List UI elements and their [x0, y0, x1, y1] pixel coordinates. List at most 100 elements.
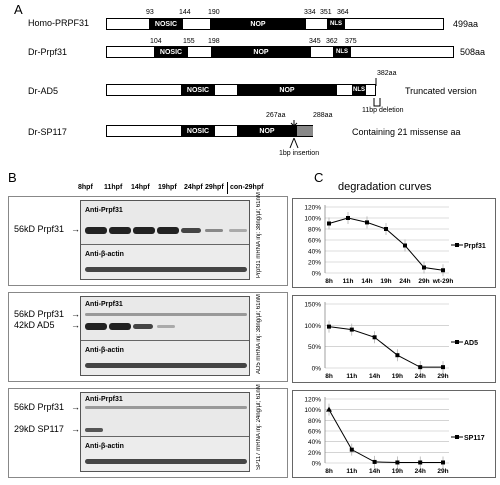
- aa-number: 288aa: [313, 112, 333, 119]
- arrow-icon: →: [71, 424, 80, 434]
- y-tick-label: 120%: [304, 205, 321, 212]
- legend-label: Prpf31: [464, 243, 486, 250]
- y-tick-label: 40%: [308, 439, 321, 446]
- data-point: [441, 365, 445, 370]
- aa-number: 155: [183, 38, 195, 45]
- construct-name: Dr-AD5: [28, 86, 59, 96]
- x-tick-label: 14h: [361, 278, 372, 285]
- mw-label: 56kD Prpf31: [14, 309, 65, 319]
- x-tick-label: 19h: [380, 278, 391, 285]
- arrow-icon: →: [71, 224, 80, 234]
- x-tick-label: 8h: [325, 468, 333, 475]
- construct-note: Containing 21 missense aa: [352, 127, 461, 137]
- nls-domain: NLS: [327, 19, 345, 29]
- aa-number: 93: [146, 9, 154, 16]
- aa-number: 267aa: [266, 112, 286, 119]
- construct-name: Homo-PRPF31: [28, 18, 90, 28]
- x-tick-label: 8h: [325, 373, 333, 380]
- data-point: [422, 265, 426, 270]
- nop-domain: NOP: [210, 19, 306, 29]
- x-tick-label: 14h: [369, 373, 380, 380]
- data-point: [403, 243, 407, 248]
- blot-frame: [8, 388, 288, 478]
- nosic-domain: NOSIC: [181, 126, 215, 136]
- x-tick-label: 24h: [415, 373, 426, 380]
- y-tick-label: 120%: [304, 397, 321, 404]
- data-point: [384, 227, 388, 231]
- aa-number: 198: [208, 38, 220, 45]
- lane-label: 14hpf: [131, 184, 150, 191]
- construct-end: 508aa: [460, 47, 486, 57]
- y-tick-label: 50%: [308, 344, 321, 351]
- legend-label: SP117: [464, 435, 485, 442]
- aa-number: 144: [179, 9, 191, 16]
- western-blot: Anti-Prpf31 Anti-β-actin: [80, 392, 250, 472]
- y-tick-label: 100%: [304, 216, 321, 223]
- data-point: [365, 220, 369, 225]
- aa-number: 345: [309, 38, 321, 45]
- nosic-domain: NOSIC: [154, 47, 188, 57]
- injection-note: Prpf31 mRNA inj: 38ng/μl; 61nM: [256, 192, 262, 278]
- panel-a-letter: A: [14, 2, 23, 17]
- y-tick-label: 0%: [312, 271, 322, 278]
- y-tick-label: 100%: [304, 407, 321, 414]
- construct-bar: NOSIC NOP: [106, 125, 313, 137]
- aa-number: 362: [326, 38, 338, 45]
- construct-bar: NOSIC NOP NLS: [106, 18, 444, 30]
- nop-domain: NOP: [237, 85, 337, 95]
- x-tick-label: 19h: [392, 373, 403, 380]
- data-point: [418, 365, 423, 370]
- construct-subnote: 1bp insertion: [279, 150, 320, 157]
- arrow-icon: →: [71, 402, 80, 412]
- y-tick-label: 100%: [304, 323, 321, 330]
- x-tick-label: 19h: [392, 468, 403, 475]
- series-line: [328, 326, 443, 368]
- lane-label: con-29hpf: [230, 184, 264, 191]
- antibody-label: Anti-β-actin: [85, 347, 124, 354]
- lane-label: 11hpf: [104, 184, 123, 191]
- antibody-label: Anti-β-actin: [85, 251, 124, 258]
- data-point: [418, 460, 423, 465]
- aa-number: 364: [337, 9, 349, 16]
- aa-number: 351: [320, 9, 332, 16]
- legend-marker: [455, 435, 459, 439]
- lane-divider: [227, 182, 228, 194]
- data-point: [349, 327, 354, 332]
- legend-label: AD5: [464, 340, 478, 347]
- chart-group-title: degradation curves: [338, 181, 432, 193]
- y-tick-label: 80%: [308, 418, 321, 425]
- data-point: [326, 406, 332, 412]
- construct-note: Truncated version: [405, 86, 477, 96]
- data-point: [395, 353, 400, 358]
- panel-b-letter: B: [8, 170, 17, 185]
- data-point: [327, 221, 331, 226]
- y-tick-label: 40%: [308, 249, 321, 256]
- x-tick-label: 11h: [346, 468, 357, 475]
- lane-label: 24hpf: [184, 184, 203, 191]
- nosic-domain: NOSIC: [149, 19, 183, 29]
- data-point: [441, 460, 445, 465]
- x-tick-label: 11h: [346, 373, 357, 380]
- mw-label: 56kD Prpf31: [14, 224, 65, 234]
- panel-c-letter: C: [314, 170, 324, 185]
- y-tick-label: 150%: [304, 302, 321, 309]
- data-point: [327, 324, 331, 329]
- x-tick-label: wt-29h: [432, 278, 454, 285]
- nls-domain: NLS: [333, 47, 351, 57]
- aa-number: 334: [304, 9, 316, 16]
- nop-domain: NOP: [211, 47, 311, 57]
- legend-marker: [455, 243, 459, 247]
- data-point: [346, 216, 350, 220]
- degradation-chart-prpf31: 0% 20% 40% 60% 80% 100% 120% 8h 11h 14h 19h 24h 29h w…: [292, 198, 496, 288]
- aa-number: 104: [150, 38, 162, 45]
- lane-label: 19hpf: [158, 184, 177, 191]
- y-tick-label: 60%: [308, 429, 321, 436]
- x-tick-label: 24h: [415, 468, 426, 475]
- mw-label: 29kD SP117: [14, 424, 64, 434]
- y-tick-label: 0%: [312, 366, 322, 373]
- x-tick-label: 29h: [437, 373, 448, 380]
- x-tick-label: 8h: [325, 278, 333, 285]
- western-blot: Anti-Prpf31 Anti-β-actin: [80, 200, 250, 280]
- injection-note: SP117 mRNA inj: 24ng/μl; 61nM: [256, 384, 262, 470]
- y-tick-label: 80%: [308, 227, 321, 234]
